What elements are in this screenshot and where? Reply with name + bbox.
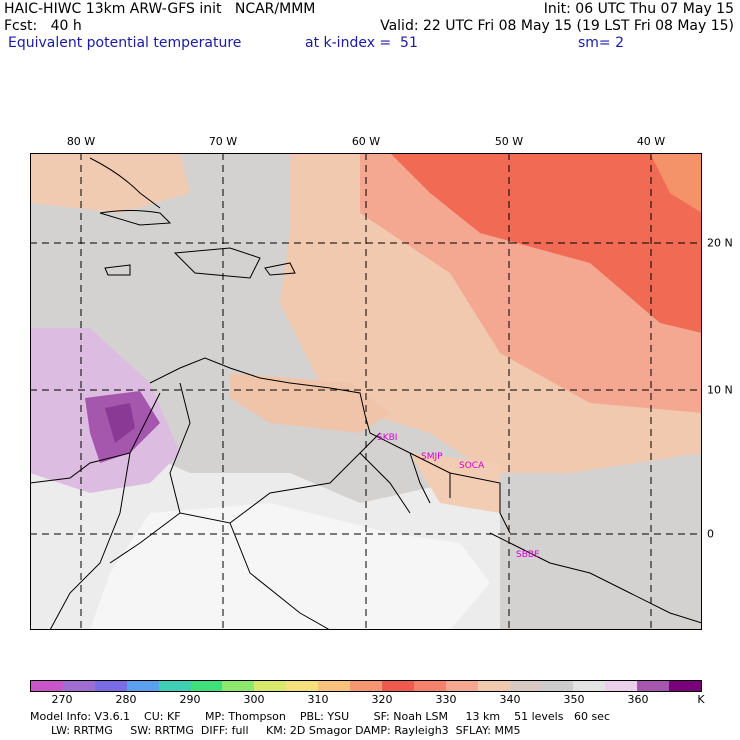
model-title: HAIC-HIWC 13km ARW-GFS init NCAR/MMM: [4, 1, 316, 17]
field-peach-coast: [230, 373, 390, 433]
colorbar-label-320: 320: [371, 693, 393, 706]
station-label-soca: SOCA: [459, 461, 485, 471]
lon-label-50w: 50 W: [494, 135, 524, 148]
colorbar-swatch: [126, 681, 159, 691]
lon-label-80w: 80 W: [66, 135, 96, 148]
station-label-skbi: SKBI: [377, 433, 397, 443]
model-info-line2: LW: RRTMG SW: RRTMG DIFF: full KM: 2D Sm…: [30, 724, 521, 737]
coastlines: [30, 157, 702, 630]
smoothing: sm= 2: [578, 35, 625, 51]
field-peach-guiana: [410, 453, 500, 513]
colorbar-label-310: 310: [307, 693, 329, 706]
forecast-hour: Fcst: 40 h: [4, 18, 82, 34]
colorbar-swatch: [669, 681, 702, 691]
colorbar-label-360: 360: [627, 693, 649, 706]
colorbar-swatch: [318, 681, 351, 691]
colorbar-swatch: [31, 681, 63, 691]
lon-label-40w: 40 W: [636, 135, 666, 148]
colorbar-swatch: [413, 681, 446, 691]
colorbar-label-270: 270: [51, 693, 73, 706]
field-peach-west: [30, 153, 190, 213]
colorbar-swatch: [605, 681, 638, 691]
colorbar-label-290: 290: [179, 693, 201, 706]
colorbar-swatch: [350, 681, 382, 691]
lat-label-20n: 20 N: [707, 236, 733, 250]
field-orange-corner: [650, 153, 702, 213]
country-borders: [109, 382, 451, 630]
lon-label-70w: 70 W: [208, 135, 238, 148]
station-label-sbbe: SBBE: [516, 550, 540, 560]
level-index: at k-index = 51: [305, 35, 418, 51]
colorbar-swatch: [637, 681, 670, 691]
field-name: Equivalent potential temperature: [8, 35, 242, 51]
colorbar-swatch: [190, 681, 223, 691]
colorbar-label-330: 330: [435, 693, 457, 706]
colorbar-swatch: [381, 681, 414, 691]
lon-label-60w: 60 W: [351, 135, 381, 148]
init-time: Init: 06 UTC Thu 07 May 15: [543, 1, 734, 17]
graticule: [30, 153, 702, 630]
model-info-line1: Model Info: V3.6.1 CU: KF MP: Thompson P…: [30, 710, 610, 723]
colorbar-swatch: [445, 681, 478, 691]
colorbar-swatch: [254, 681, 287, 691]
colorbar-swatch: [158, 681, 191, 691]
valid-time: Valid: 22 UTC Fri 08 May 15 (19 LST Fri …: [380, 18, 734, 34]
lat-label-10n: 10 N: [707, 383, 733, 397]
colorbar-swatch: [573, 681, 606, 691]
colorbar-swatch: [94, 681, 127, 691]
map-frame: [30, 153, 702, 630]
map-panel: SKBI SMJP SOCA SBBE: [30, 153, 702, 630]
colorbar-label-340: 340: [499, 693, 521, 706]
colorbar-label-350: 350: [563, 693, 585, 706]
colorbar-unit: K: [697, 693, 705, 706]
colorbar-label-280: 280: [115, 693, 137, 706]
field-white-south: [90, 503, 490, 630]
colorbar-swatch: [222, 681, 255, 691]
station-label-smjp: SMJP: [421, 452, 443, 462]
colorbar-swatch: [477, 681, 510, 691]
colorbar: [30, 680, 702, 692]
colorbar-swatch: [62, 681, 95, 691]
field-purple-dark: [105, 403, 135, 443]
colorbar-swatch: [509, 681, 542, 691]
colorbar-label-300: 300: [243, 693, 265, 706]
lat-label-0: 0: [707, 527, 714, 541]
colorbar-swatch: [286, 681, 319, 691]
colorbar-swatch: [541, 681, 574, 691]
